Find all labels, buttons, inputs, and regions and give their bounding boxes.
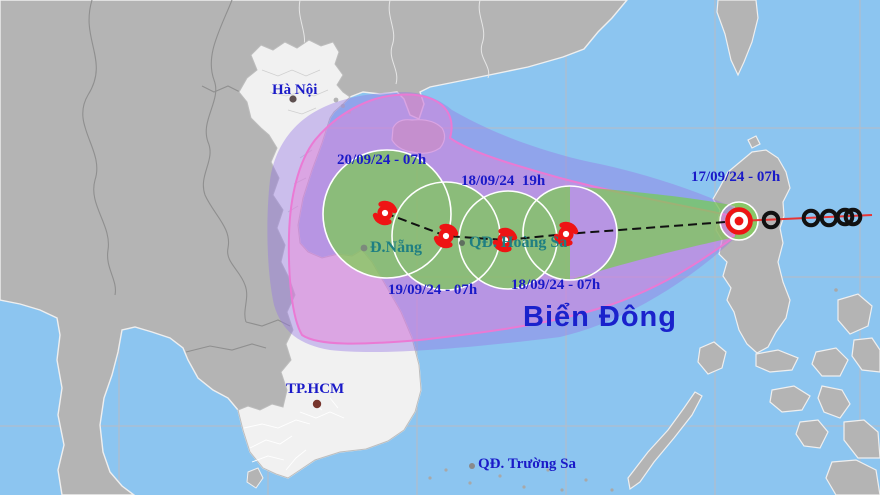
past-position-icon xyxy=(843,207,863,227)
current-position-icon xyxy=(725,207,753,235)
philippines-islands xyxy=(627,135,880,495)
forecast-track-line xyxy=(384,212,740,242)
hcmc-dot xyxy=(312,399,322,409)
past-position-icon xyxy=(761,210,781,230)
taiwan-island xyxy=(716,0,759,77)
hainan-island xyxy=(391,119,446,154)
spratly-islets xyxy=(428,288,838,492)
danang-dot xyxy=(360,244,368,252)
province-borders-vietnam-north xyxy=(261,69,329,213)
country-borders xyxy=(82,0,291,353)
past-position-icon xyxy=(801,208,821,228)
hoang-sa-dot xyxy=(459,240,465,246)
past-position-icon xyxy=(835,207,855,227)
forecast-cone-green xyxy=(323,150,758,290)
past-position-markers xyxy=(761,207,863,230)
hanoi-dot xyxy=(289,95,297,103)
truong-sa-dot xyxy=(469,463,475,469)
small-islands xyxy=(246,467,264,489)
